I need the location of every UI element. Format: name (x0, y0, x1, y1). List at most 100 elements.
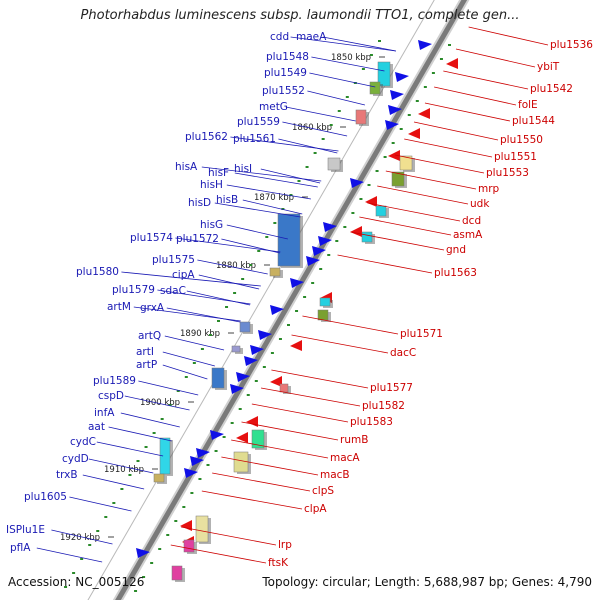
cds-marker (289, 194, 293, 196)
cds-marker (270, 352, 274, 354)
forward-gene-label: hisD (188, 197, 211, 209)
forward-leader-line (164, 335, 225, 351)
reverse-leader-line (291, 334, 389, 354)
cds-marker (152, 432, 156, 434)
cds-marker (391, 142, 395, 144)
reverse-leader-line (394, 154, 485, 174)
forward-gene-label: cdd (270, 31, 289, 43)
forward-leader-line (96, 441, 164, 457)
forward-gene-label: artP (136, 359, 157, 371)
forward-leader-line (157, 289, 251, 305)
reverse-leader-line (170, 544, 267, 564)
forward-gene-label: cspD (98, 390, 124, 402)
forward-leader-line (121, 271, 261, 287)
forward-gene-label: hisB (216, 194, 238, 206)
forward-leader-line (309, 72, 376, 88)
forward-leader-line (186, 290, 251, 306)
forward-gene-arrow (210, 430, 224, 440)
forward-leader-line (197, 259, 268, 275)
forward-gene-label: pflA (10, 542, 31, 554)
reverse-gene-label: lrp (278, 539, 292, 551)
forward-gene-arrow (395, 72, 409, 82)
scale-tick-label: 1900 kbp (140, 398, 180, 408)
gene-feature-block (195, 515, 209, 543)
forward-gene-label: plu1605 (24, 491, 67, 503)
reverse-gene-arrow (365, 196, 377, 207)
cds-marker (120, 488, 124, 490)
reverse-gene-arrow (290, 340, 302, 351)
forward-gene-label: hisG (200, 219, 223, 231)
forward-leader-line (311, 56, 385, 72)
reverse-gene-arrow (408, 128, 420, 139)
cds-marker (88, 544, 92, 546)
forward-gene-label: plu1548 (266, 51, 309, 63)
forward-gene-label: plu1562 (185, 131, 228, 143)
cds-marker (206, 464, 210, 466)
forward-leader-line (226, 184, 311, 200)
topology-summary-text: Topology: circular; Length: 5,688,987 bp… (262, 575, 592, 589)
forward-leader-line (175, 237, 281, 253)
gene-feature-block (369, 81, 381, 95)
cds-marker (257, 250, 261, 252)
cds-marker (144, 446, 148, 448)
forward-gene-arrow (258, 330, 272, 340)
reverse-gene-arrow (236, 432, 248, 443)
scale-tick-label: 1920 kbp (60, 533, 100, 543)
forward-leader-line (162, 351, 215, 367)
forward-leader-line (282, 121, 348, 137)
cds-marker (222, 436, 226, 438)
reverse-leader-line (302, 315, 399, 335)
reverse-gene-arrow (180, 520, 192, 531)
forward-gene-arrow (390, 90, 404, 100)
forward-gene-label: plu1579 (112, 284, 155, 296)
forward-gene-label: plu1575 (152, 254, 195, 266)
forward-leader-line (162, 364, 208, 380)
forward-gene-label: plu1589 (93, 375, 136, 387)
cds-marker (367, 184, 371, 186)
cds-marker (329, 124, 333, 126)
cds-marker (104, 516, 108, 518)
label-leader-line-layer (36, 26, 549, 564)
gene-feature-block (399, 155, 413, 171)
reverse-gene-label: plu1544 (512, 115, 555, 127)
cds-marker (230, 422, 234, 424)
cds-marker (134, 590, 138, 592)
reverse-gene-label: plu1551 (494, 151, 537, 163)
reverse-leader-line (271, 369, 369, 389)
forward-gene-arrow (270, 305, 284, 315)
forward-leader-line (234, 172, 318, 188)
reverse-leader-line (241, 421, 339, 441)
cds-marker (96, 530, 100, 532)
forward-gene-arrow (236, 372, 250, 382)
forward-leader-line (82, 474, 145, 490)
gene-feature-block (153, 473, 165, 483)
cds-marker (297, 180, 301, 182)
forward-leader-line (322, 36, 397, 52)
reverse-gene-label: folE (518, 99, 538, 111)
cds-marker (150, 562, 154, 564)
cds-marker (431, 72, 435, 74)
gene-label-layer: cdd maeA plu1548 plu1549 plu1552 metG plu1559 p… (6, 31, 593, 569)
gene-feature-block (377, 61, 391, 87)
reverse-gene-label: dcd (462, 215, 481, 227)
forward-gene-label: sdaC (160, 285, 186, 297)
reverse-gene-label: ftsK (268, 557, 289, 569)
cds-marker (64, 586, 68, 588)
reverse-gene-label: dacC (390, 347, 416, 359)
forward-leader-line (221, 238, 280, 254)
map-title: Photorhabdus luminescens subsp. laumondi… (80, 8, 520, 23)
cds-marker (311, 282, 315, 284)
forward-gene-arrow (250, 345, 264, 355)
forward-leader-line (278, 138, 338, 154)
reverse-gene-label: macA (330, 452, 360, 464)
reverse-gene-arrow (388, 150, 400, 161)
reverse-leader-line (385, 170, 477, 190)
forward-leader-line (120, 412, 180, 428)
scale-tick-label: 1910 kbp (104, 465, 144, 475)
forward-gene-label: hisA (175, 161, 198, 173)
forward-gene-arrow (190, 456, 204, 466)
cds-marker (225, 306, 229, 308)
reverse-gene-label: plu1536 (550, 39, 593, 51)
forward-gene-label: infA (94, 407, 115, 419)
